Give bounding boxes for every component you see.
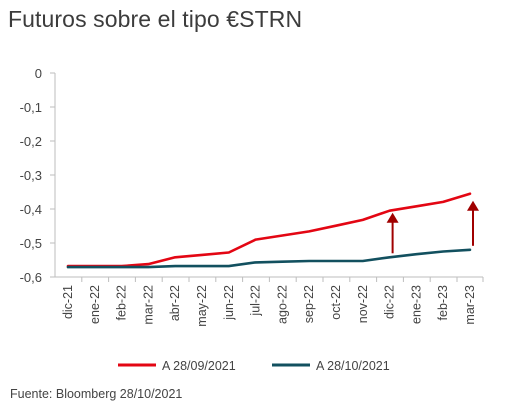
y-tick-label: -0,6: [20, 270, 42, 285]
y-tick-label: -0,3: [20, 168, 42, 183]
y-tick-label: 0: [35, 66, 42, 81]
legend: A 28/09/2021 A 28/10/2021: [118, 359, 390, 373]
series-lines: [66, 192, 472, 269]
y-tick-label: -0,5: [20, 236, 42, 251]
x-tick-label: may-22: [195, 285, 209, 327]
x-tick-label: sep-22: [302, 285, 316, 323]
x-tick-label: ene-22: [88, 285, 102, 324]
legend-item: A 28/09/2021: [118, 359, 236, 373]
arrow-head: [467, 200, 479, 211]
x-tick-label: mar-22: [141, 285, 155, 325]
x-tick-label: ago-22: [275, 285, 289, 324]
x-tick-label: jul-22: [249, 285, 263, 317]
legend-item: A 28/10/2021: [272, 359, 390, 373]
x-tick-label: nov-22: [356, 285, 370, 323]
y-tick-label: -0,2: [20, 134, 42, 149]
series-line-a-28-10-2021: [66, 248, 472, 269]
x-tick-label: dic-22: [383, 285, 397, 319]
y-axis: 0 -0,1 -0,2 -0,3 -0,4 -0,5 -0,6: [20, 66, 56, 285]
chart-title: Futuros sobre el tipo €STRN: [8, 6, 303, 32]
x-tick-label: ene-23: [409, 285, 423, 324]
x-tick-label: oct-22: [329, 285, 343, 320]
x-tick-label: feb-22: [115, 285, 129, 320]
x-tick-label: abr-22: [168, 285, 182, 321]
source-note: Fuente: Bloomberg 28/10/2021: [10, 387, 183, 401]
arrow-head: [386, 212, 399, 223]
series-line-a-28-09-2021: [66, 192, 472, 268]
legend-label: A 28/09/2021: [162, 359, 236, 373]
y-tick-label: -0,1: [20, 100, 42, 115]
x-tick-label: feb-23: [436, 285, 450, 320]
legend-label: A 28/10/2021: [316, 359, 390, 373]
x-tick-label: dic-21: [61, 285, 75, 319]
x-tick-label: mar-23: [463, 285, 477, 325]
x-axis: dic-21 ene-22 feb-22 mar-22 abr-22 may-22 jun-…: [55, 276, 484, 327]
x-tick-label: jun-22: [222, 285, 236, 321]
y-tick-label: -0,4: [20, 202, 42, 217]
change-arrows: [386, 200, 479, 254]
